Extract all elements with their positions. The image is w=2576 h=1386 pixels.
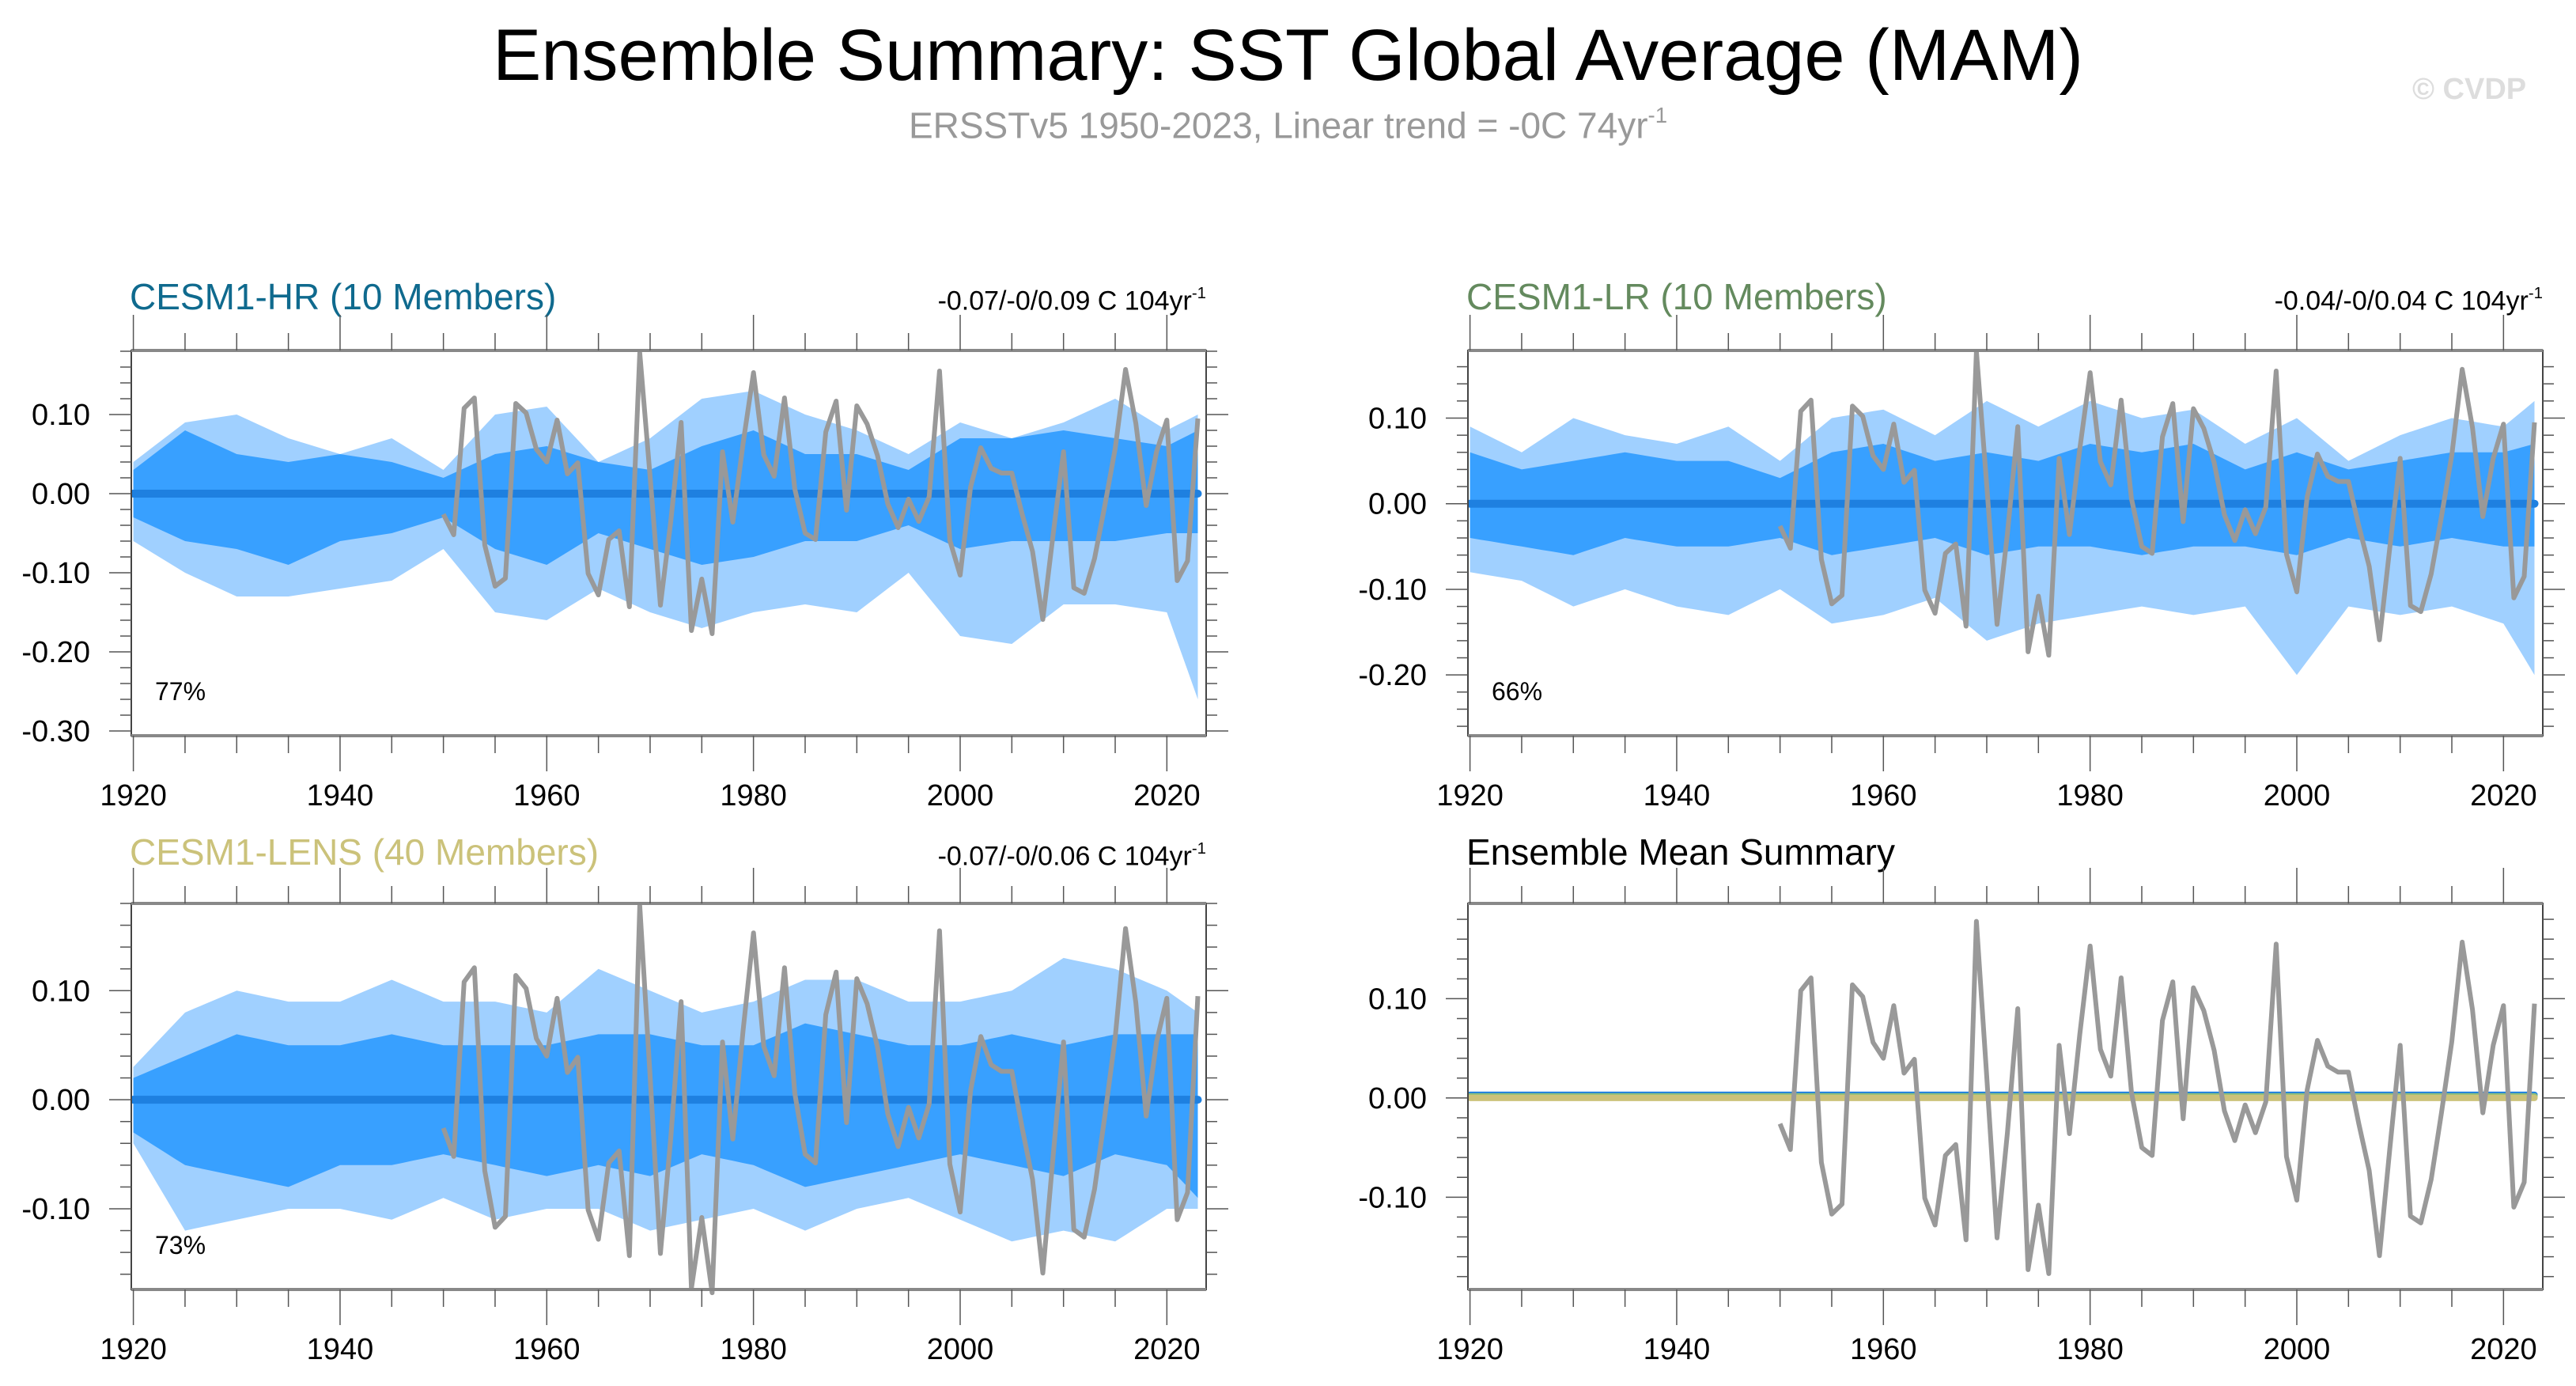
x-tick-label: 1980 <box>720 779 787 812</box>
y-tick-label: -0.10 <box>21 1193 90 1226</box>
main-title: Ensemble Summary: SST Global Average (MA… <box>492 15 2084 96</box>
watermark: © CVDP <box>2412 73 2527 106</box>
panel-lr: 1920 1940 1960 1980 2000 2020 0.10 0.00 -0.10 -0.… <box>1358 315 2565 812</box>
subtitle-sup: -1 <box>1647 103 1668 127</box>
panel-mean: 1920 1940 1960 1980 2000 2020 0.10 0.00 -0.10 <box>1358 868 2565 1366</box>
y-tick-label: 0.00 <box>32 1084 90 1117</box>
x-tick-label: 2000 <box>927 779 994 812</box>
x-tick-label: 1940 <box>1644 779 1711 812</box>
x-tick-label: 1920 <box>100 1333 167 1366</box>
x-tick-label: 2000 <box>927 1333 994 1366</box>
x-tick-label: 1920 <box>1436 779 1504 812</box>
x-tick-label: 1920 <box>1436 1333 1504 1366</box>
y-tick-label: -0.10 <box>21 557 90 590</box>
plot-content <box>1468 1091 2538 1101</box>
trend-hr: -0.07/-0/0.09 C 104yr-1 <box>938 285 1206 316</box>
panel-title-hr: CESM1-HR (10 Members) <box>130 276 557 317</box>
y-tick-label: 0.10 <box>32 399 90 432</box>
x-tick-label: 2020 <box>1133 779 1201 812</box>
x-tick-label: 2020 <box>2470 779 2537 812</box>
subtitle: ERSSTv5 1950-2023, Linear trend = -0C 74… <box>0 103 2576 146</box>
observed-line <box>441 903 1201 1296</box>
subtitle-text: ERSSTv5 1950-2023, Linear trend = -0C 74… <box>908 104 1648 146</box>
x-tick-label: 1920 <box>100 779 167 812</box>
y-tick-label: -0.10 <box>1358 574 1427 607</box>
x-tick-label: 1940 <box>1644 1333 1711 1366</box>
observed-line <box>441 350 1201 636</box>
observed-line <box>1777 918 2537 1276</box>
x-tick-label: 1960 <box>1850 779 1917 812</box>
x-tick-label: 1980 <box>2056 1333 2124 1366</box>
x-tick-label: 1940 <box>307 1333 374 1366</box>
observed-line <box>1777 349 2537 658</box>
trend-sup: -1 <box>2528 285 2543 302</box>
trend-text: -0.07/-0/0.09 C 104yr <box>937 286 1192 316</box>
y-tick-label: -0.20 <box>21 636 90 669</box>
x-tick-label: 1980 <box>720 1333 787 1366</box>
trend-sup: -1 <box>1191 285 1206 302</box>
trend-text: -0.07/-0/0.06 C 104yr <box>937 841 1192 872</box>
x-tick-label: 1980 <box>2056 779 2124 812</box>
y-tick-label: 0.10 <box>1368 983 1427 1016</box>
panel-title-lens: CESM1-LENS (40 Members) <box>130 831 600 873</box>
percent-label: 77% <box>155 677 206 706</box>
panel-lens: 1920 1940 1960 1980 2000 2020 0.10 0.00 -0.10 73% <box>21 868 1228 1366</box>
trend-text: -0.04/-0/0.04 C 104yr <box>2274 286 2529 316</box>
y-tick-label: 0.00 <box>1368 488 1427 521</box>
x-tick-label: 1960 <box>1850 1333 1917 1366</box>
y-tick-label: 0.00 <box>1368 1082 1427 1115</box>
trend-lens: -0.07/-0/0.06 C 104yr-1 <box>938 840 1206 872</box>
y-tick-label: -0.10 <box>1358 1181 1427 1214</box>
trend-lr: -0.04/-0/0.04 C 104yr-1 <box>2275 285 2543 316</box>
x-tick-label: 2020 <box>1133 1333 1201 1366</box>
x-tick-label: 1960 <box>513 779 581 812</box>
y-tick-label: -0.30 <box>21 715 90 748</box>
x-tick-label: 2020 <box>2470 1333 2537 1366</box>
x-tick-label: 2000 <box>2264 1333 2331 1366</box>
percent-label: 66% <box>1492 677 1542 706</box>
y-tick-label: 0.00 <box>32 478 90 511</box>
y-tick-label: 0.10 <box>1368 402 1427 435</box>
panel-title-mean: Ensemble Mean Summary <box>1466 831 1895 873</box>
y-tick-label: -0.20 <box>1358 659 1427 692</box>
percent-label: 73% <box>155 1231 206 1259</box>
panel-title-lr: CESM1-LR (10 Members) <box>1466 276 1887 317</box>
panel-hr: 1920 1940 1960 1980 2000 2020 0.10 0.00 -0.10 -0.… <box>21 315 1228 812</box>
x-tick-label: 2000 <box>2264 779 2331 812</box>
x-tick-label: 1960 <box>513 1333 581 1366</box>
y-tick-label: 0.10 <box>32 975 90 1008</box>
trend-sup: -1 <box>1191 840 1206 858</box>
x-tick-label: 1940 <box>307 779 374 812</box>
